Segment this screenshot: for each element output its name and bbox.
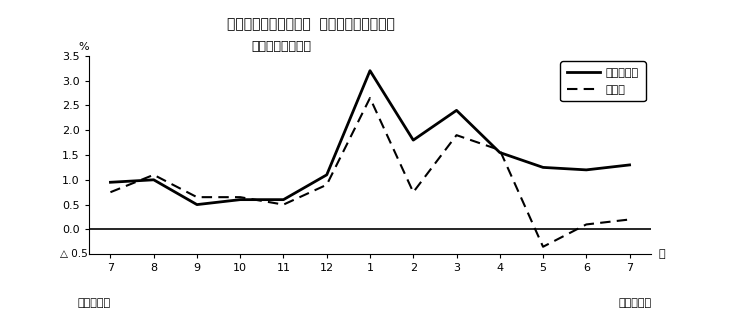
- Text: 月: 月: [658, 249, 665, 259]
- Text: （規模５人以上）: （規模５人以上）: [251, 40, 312, 53]
- Text: 平成２２年: 平成２２年: [78, 298, 111, 308]
- Text: △ 0.5: △ 0.5: [61, 249, 88, 259]
- Text: 平成２３年: 平成２３年: [618, 298, 651, 308]
- Text: %: %: [78, 42, 89, 52]
- Text: 第３図　常用雇用指数  対前年同月比の推移: 第３図 常用雇用指数 対前年同月比の推移: [227, 17, 394, 31]
- Legend: 調査産業計, 製造業: 調査産業計, 製造業: [560, 61, 645, 101]
